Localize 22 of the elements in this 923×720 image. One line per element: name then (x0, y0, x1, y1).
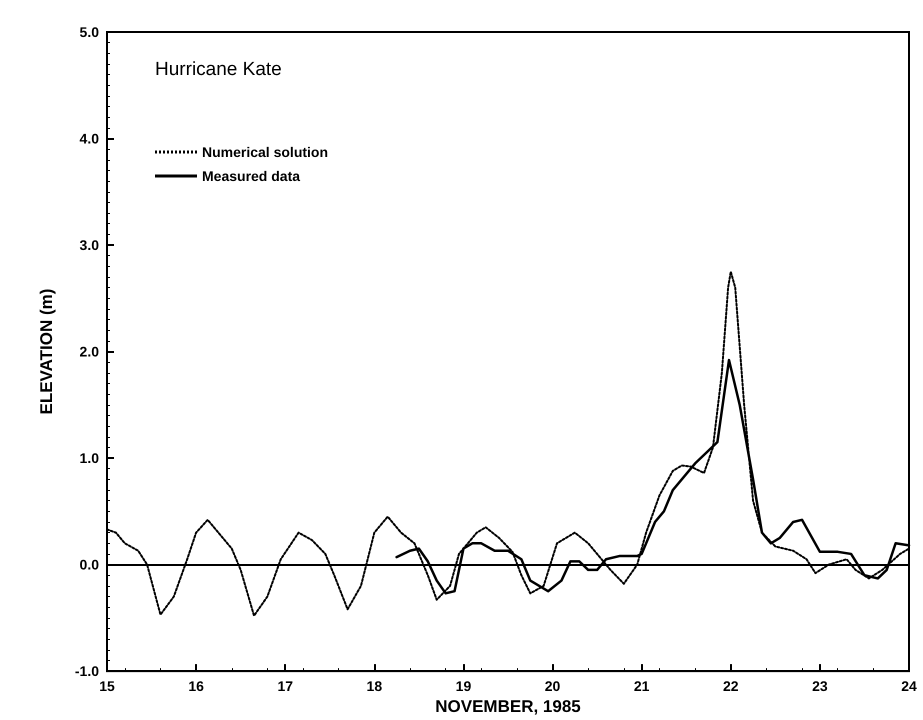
y-tick-label: 0.0 (80, 556, 100, 573)
x-tick-label: 22 (722, 678, 739, 694)
x-tick-label: 15 (99, 678, 115, 694)
text: Hurricane Kate (155, 59, 282, 80)
y-tick-label: 3.0 (80, 237, 100, 254)
y-axis-title: ELEVATION (m) (37, 288, 56, 415)
legend-label: Measured data (202, 168, 300, 184)
x-tick-label: 19 (456, 678, 472, 694)
legend-label: Numerical solution (202, 144, 328, 160)
y-tick-label: 4.0 (80, 130, 100, 147)
x-tick-label: 17 (277, 678, 294, 694)
y-tick-label: -1.0 (74, 663, 100, 680)
x-axis-title: NOVEMBER, 1985 (435, 697, 581, 716)
y-tick-label: 1.0 (80, 450, 100, 466)
y-tick-label: 5.0 (80, 24, 100, 40)
x-tick-label: 20 (544, 678, 561, 694)
x-tick-label: 23 (812, 678, 828, 694)
x-tick-label: 16 (188, 678, 204, 694)
x-tick-label: 21 (634, 678, 650, 694)
x-tick-label: 18 (366, 678, 382, 694)
y-tick-label: 2.0 (80, 344, 100, 360)
x-tick-label: 24 (901, 678, 917, 694)
